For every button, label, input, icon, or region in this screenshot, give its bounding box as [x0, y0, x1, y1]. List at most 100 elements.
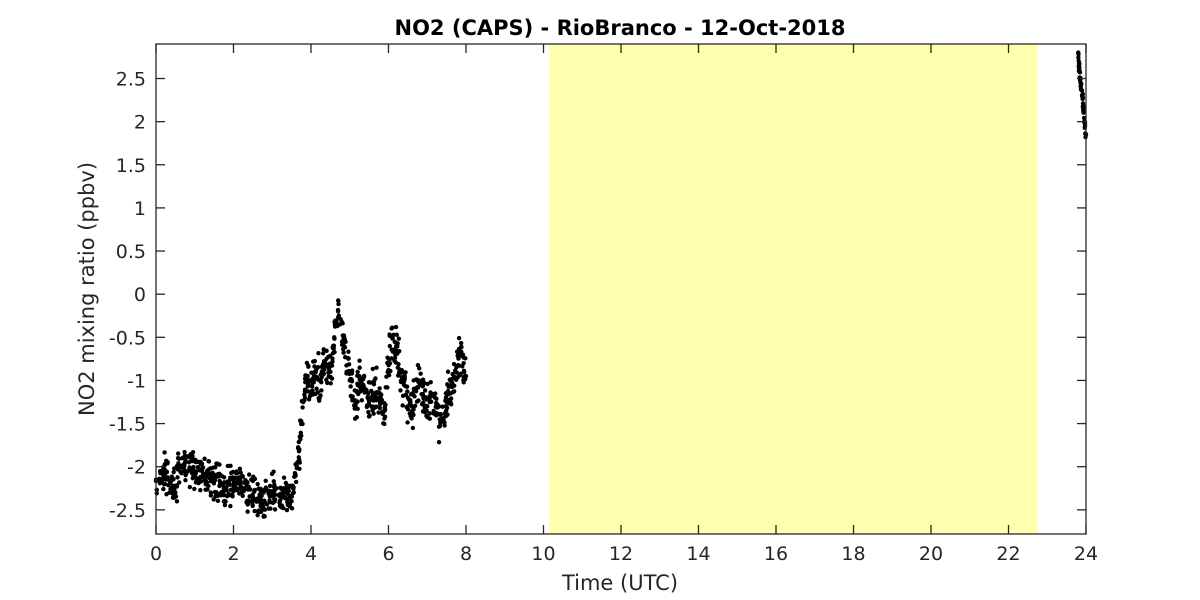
data-point	[390, 336, 395, 341]
x-tick-label: 14	[686, 543, 710, 565]
data-point	[250, 478, 256, 484]
data-point	[428, 380, 433, 385]
data-point	[1080, 91, 1085, 97]
data-point	[193, 471, 198, 477]
data-point	[350, 398, 355, 403]
data-point	[416, 366, 422, 371]
data-point	[280, 490, 286, 496]
data-point	[370, 366, 375, 372]
data-point	[298, 437, 303, 442]
data-point	[306, 397, 312, 402]
x-tick-label: 10	[531, 543, 555, 565]
data-point	[412, 394, 417, 399]
data-point	[341, 350, 346, 355]
data-point	[181, 466, 187, 471]
data-point	[342, 345, 348, 350]
data-point	[357, 365, 362, 370]
data-point	[339, 319, 345, 325]
data-point	[461, 370, 467, 375]
x-tick-label: 16	[764, 543, 788, 565]
data-point	[412, 403, 418, 408]
data-point	[175, 455, 181, 461]
data-point	[428, 399, 434, 404]
data-point	[449, 384, 455, 390]
data-point	[388, 368, 393, 374]
data-point	[171, 469, 176, 475]
data-point	[463, 356, 468, 361]
data-point	[297, 466, 302, 472]
data-point	[271, 469, 276, 474]
data-point	[367, 413, 372, 419]
data-point	[427, 395, 432, 401]
y-tick-label: -2.5	[109, 500, 146, 522]
data-point	[419, 391, 424, 397]
y-tick-label: 0	[134, 284, 146, 306]
data-point	[187, 465, 192, 470]
data-point	[326, 354, 331, 360]
data-point	[359, 398, 365, 403]
data-point	[175, 451, 181, 456]
data-point	[306, 364, 311, 369]
data-point	[203, 487, 208, 492]
data-point	[431, 392, 436, 398]
data-point	[255, 512, 260, 518]
data-point	[212, 477, 218, 483]
data-point	[164, 469, 170, 475]
data-point	[322, 367, 327, 372]
data-point	[234, 469, 239, 474]
data-point	[440, 404, 445, 409]
data-point	[1081, 106, 1086, 112]
data-point	[390, 325, 395, 330]
data-point	[154, 487, 159, 492]
data-point	[305, 373, 310, 379]
y-axis-label: NO2 mixing ratio (ppbv)	[75, 162, 99, 416]
data-point	[355, 399, 360, 404]
data-point	[377, 399, 383, 404]
data-point	[165, 475, 170, 480]
data-point	[435, 402, 440, 408]
data-point	[194, 475, 199, 481]
data-point	[400, 403, 405, 408]
data-point	[228, 503, 233, 509]
data-point	[427, 411, 432, 416]
data-point	[451, 389, 457, 394]
data-point	[262, 507, 268, 512]
data-point	[396, 373, 401, 378]
data-point	[298, 421, 304, 427]
data-point	[458, 371, 463, 376]
data-point	[441, 417, 446, 422]
data-point	[293, 479, 299, 485]
data-point	[204, 470, 210, 476]
data-point	[316, 396, 321, 401]
data-point	[159, 479, 164, 484]
data-point	[271, 479, 276, 484]
data-point	[250, 502, 255, 507]
data-point	[221, 499, 227, 504]
data-point	[415, 385, 421, 390]
data-point	[373, 404, 379, 409]
data-point	[234, 487, 240, 493]
data-point	[346, 368, 352, 374]
data-point	[184, 471, 189, 476]
data-point	[179, 470, 184, 476]
data-point	[350, 394, 355, 399]
x-tick-label: 24	[1074, 543, 1098, 565]
data-point	[225, 479, 230, 484]
data-point	[199, 461, 205, 466]
data-point	[310, 380, 315, 386]
data-point	[300, 405, 305, 410]
data-point	[320, 373, 325, 378]
x-tick-label: 6	[382, 543, 394, 565]
data-point	[247, 494, 252, 499]
data-point	[202, 456, 207, 461]
x-tick-label: 0	[150, 543, 162, 565]
data-point	[226, 492, 232, 498]
data-point	[336, 301, 341, 307]
data-point	[366, 409, 371, 415]
data-point	[335, 309, 341, 314]
data-point	[461, 361, 466, 366]
data-point	[316, 350, 321, 356]
data-point	[284, 507, 290, 513]
data-point	[289, 506, 295, 511]
